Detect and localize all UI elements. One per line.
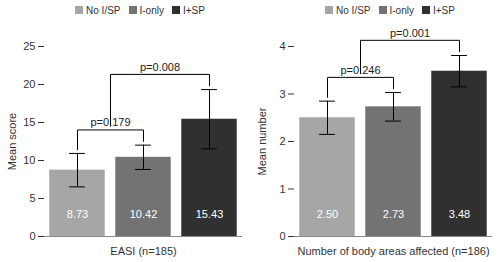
svg-text:4: 4	[279, 40, 285, 52]
svg-text:0: 0	[29, 230, 35, 242]
svg-text:2.73: 2.73	[383, 208, 404, 220]
svg-text:p=0.179: p=0.179	[90, 116, 130, 128]
svg-text:10: 10	[23, 154, 35, 166]
html-text:I+SP: I+SP	[433, 4, 455, 16]
svg-text:EASI (n=185): EASI (n=185)	[110, 245, 176, 257]
svg-text:3.48: 3.48	[449, 208, 470, 220]
svg-text:2.50: 2.50	[317, 208, 338, 220]
svg-text:Mean number: Mean number	[256, 107, 268, 175]
html-text:No I/SP: No I/SP	[86, 4, 121, 16]
svg-text:Mean score: Mean score	[6, 113, 18, 170]
svg-text:2: 2	[279, 135, 285, 147]
svg-text:25: 25	[23, 40, 35, 52]
svg-text:0: 0	[279, 230, 285, 242]
html-text:No I/SP: No I/SP	[336, 4, 371, 16]
svg-text:p=0.001: p=0.001	[390, 27, 430, 39]
svg-text:Number of body areas affected: Number of body areas affected (n=186)	[297, 245, 489, 257]
html-text:I-only: I-only	[139, 4, 164, 16]
html-text:I+SP: I+SP	[183, 4, 205, 16]
svg-text:20: 20	[23, 78, 35, 90]
svg-text:p=0.008: p=0.008	[140, 61, 180, 73]
svg-text:1: 1	[279, 183, 285, 195]
svg-text:15: 15	[23, 116, 35, 128]
html-text:I-only: I-only	[389, 4, 414, 16]
svg-text:5: 5	[29, 192, 35, 204]
svg-text:3: 3	[279, 88, 285, 100]
svg-text:p=0.246: p=0.246	[340, 64, 380, 76]
svg-text:15.43: 15.43	[196, 208, 224, 220]
svg-text:10.42: 10.42	[130, 208, 158, 220]
svg-text:8.73: 8.73	[67, 208, 88, 220]
